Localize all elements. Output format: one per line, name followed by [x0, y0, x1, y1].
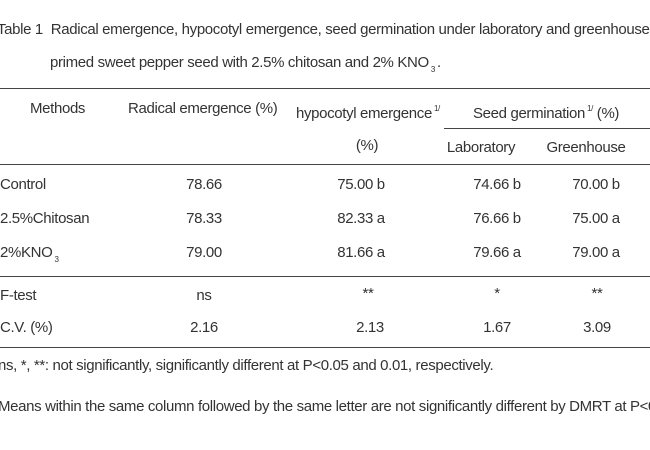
caption-line2-subscript: 3 — [430, 65, 435, 74]
caption-line2-end: . — [436, 54, 441, 71]
stat-hypocotyl: ** — [362, 285, 374, 302]
row-hypocotyl: 82.33 a — [337, 210, 385, 227]
stat-label: F-test — [0, 287, 37, 304]
row-laboratory: 79.66 a — [473, 244, 521, 261]
header-greenhouse: Greenhouse — [546, 139, 626, 156]
row-method: 2%KNO 3 — [0, 243, 59, 270]
stat-greenhouse: ** — [591, 285, 603, 302]
row-greenhouse: 70.00 b — [572, 176, 620, 193]
stats-top-rule — [0, 276, 650, 277]
table-caption: Table 1 Radical emergence, hypocotyl eme… — [0, 18, 650, 42]
table-bottom-rule — [0, 347, 650, 348]
stat-label: C.V. (%) — [0, 319, 53, 336]
header-germination-mark: 1/ — [586, 104, 593, 113]
row-radical: 78.33 — [186, 210, 222, 227]
header-germination: Seed germination 1/ (%) — [473, 99, 619, 124]
germination-subheader-rule — [444, 128, 650, 129]
header-germination-unit: (%) — [596, 105, 620, 122]
stat-laboratory: * — [494, 285, 500, 302]
row-method: 2.5%Chitosan — [0, 210, 90, 227]
caption-line-2: primed sweet pepper seed with 2.5% chito… — [50, 54, 441, 74]
row-method-text: 2%KNO — [0, 244, 53, 261]
row-hypocotyl: 75.00 b — [337, 176, 385, 193]
row-greenhouse: 79.00 a — [572, 244, 620, 261]
row-laboratory: 76.66 b — [473, 210, 521, 227]
caption-label: Table 1 — [0, 21, 43, 38]
header-hypocotyl-mark: 1/ — [433, 104, 440, 113]
row-method-subscript: 3 — [54, 255, 59, 264]
row-radical: 78.66 — [186, 176, 222, 193]
header-radical: Radical emergence (%) — [128, 100, 278, 117]
header-hypocotyl-unit: (%) — [355, 137, 379, 154]
header-laboratory: Laboratory — [446, 139, 516, 156]
header-hypocotyl: hypocotyl emergence 1/ — [296, 99, 440, 124]
stat-radical: ns — [196, 287, 212, 304]
top-rule — [0, 88, 650, 89]
row-method: Control — [0, 176, 46, 193]
stat-hypocotyl: 2.13 — [356, 319, 384, 336]
stat-laboratory: 1.67 — [483, 319, 511, 336]
means-note: Means within the same column followed by… — [0, 398, 650, 415]
row-hypocotyl: 81.66 a — [337, 244, 385, 261]
row-greenhouse: 75.00 a — [572, 210, 620, 227]
row-radical: 79.00 — [186, 244, 222, 261]
header-hypocotyl-text: hypocotyl emergence — [296, 105, 432, 122]
caption-line2-text: primed sweet pepper seed with 2.5% chito… — [50, 54, 429, 71]
header-germination-text: Seed germination — [473, 105, 585, 122]
header-methods: Methods — [30, 100, 86, 117]
caption-text: Radical emergence, hypocotyl emergence, … — [50, 21, 650, 38]
row-laboratory: 74.66 b — [473, 176, 521, 193]
stat-greenhouse: 3.09 — [583, 319, 611, 336]
stat-radical: 2.16 — [190, 319, 218, 336]
header-bottom-rule — [0, 164, 650, 165]
significance-note: ns, *, **: not significantly, significan… — [0, 357, 494, 374]
